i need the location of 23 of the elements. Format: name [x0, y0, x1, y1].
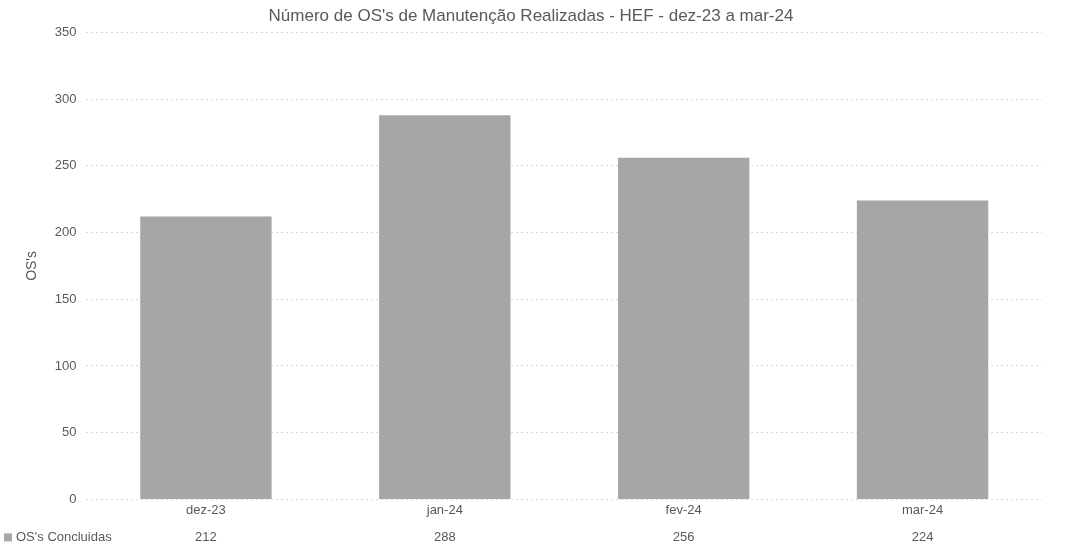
data-label: 212: [195, 528, 217, 543]
y-tick-label: 0: [69, 490, 77, 506]
y-tick-label: 150: [54, 290, 77, 306]
x-tick-label: fev-24: [665, 501, 702, 517]
y-tick-label: 200: [54, 224, 77, 240]
y-tick-label: 100: [54, 357, 77, 373]
bar: [856, 200, 989, 499]
legend-label: OS's Concluidas: [16, 528, 113, 543]
data-label: 224: [911, 528, 934, 543]
chart-title: Número de OS's de Manutenção Realizadas - HEF - dez-23 a mar-24: [268, 5, 794, 25]
data-label: 288: [433, 528, 456, 543]
x-tick-label: mar-24: [901, 501, 944, 517]
bar: [140, 216, 272, 499]
data-label: 256: [672, 528, 695, 543]
y-axis-title: OS's: [23, 250, 40, 281]
bar: [379, 115, 511, 499]
x-tick-label: jan-24: [425, 501, 463, 517]
y-tick-label: 300: [54, 90, 77, 106]
bar: [617, 157, 750, 499]
y-tick-label: 250: [54, 157, 77, 173]
x-tick-label: dez-23: [186, 501, 226, 517]
y-tick-label: 50: [62, 424, 77, 440]
y-tick-label: 350: [54, 23, 77, 39]
